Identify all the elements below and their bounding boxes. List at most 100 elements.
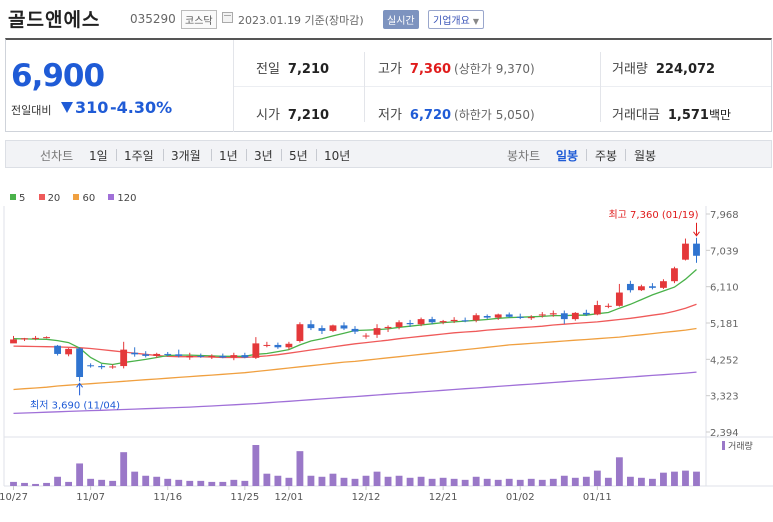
- candle-body: [120, 349, 128, 367]
- volume-bar: [373, 471, 381, 486]
- candle-monthly[interactable]: 월봉: [634, 149, 657, 163]
- stock-header: 골드앤에스 035290 코스닥 2023.01.19 기준(장마감) 실시간 …: [0, 0, 773, 38]
- candle-body: [252, 343, 260, 358]
- candle-body: [131, 352, 139, 355]
- volume-bar: [395, 475, 403, 486]
- calendar-icon: [222, 12, 233, 23]
- candle-body: [549, 313, 557, 315]
- volume-bar: [10, 481, 17, 486]
- candle-body: [274, 344, 282, 348]
- legend-ma60: 60: [73, 193, 95, 204]
- line-chart-label: 선차트: [40, 149, 74, 163]
- amount-unit: 백만: [708, 108, 732, 122]
- high-value: 7,360: [409, 62, 452, 77]
- realtime-button[interactable]: 실시간: [383, 10, 419, 29]
- high-label: 고가: [378, 62, 402, 77]
- divider: [246, 149, 247, 161]
- volume-bar: [461, 479, 469, 486]
- volume-bar: [660, 472, 667, 486]
- candle-body: [10, 339, 17, 344]
- period-3m[interactable]: 3개월: [171, 149, 201, 163]
- volume-bar: [384, 476, 392, 486]
- stock-name: 골드앤에스: [8, 9, 101, 31]
- volume-bar: [538, 479, 546, 486]
- down-triangle-icon: [61, 102, 73, 113]
- candle-body: [21, 338, 28, 340]
- chevron-down-icon: ▼: [472, 17, 479, 26]
- volume-bar: [120, 452, 128, 486]
- lower-limit: (하한가 5,050): [454, 108, 535, 122]
- low-value: 6,720: [409, 108, 452, 123]
- volume-bar: [527, 478, 535, 486]
- volume-bar: [671, 471, 678, 486]
- period-1d[interactable]: 1일: [89, 149, 108, 163]
- volume-bar: [417, 476, 425, 486]
- change-percent: -4.30%: [110, 98, 173, 117]
- volume-bar: [109, 480, 117, 486]
- volume-bar: [186, 480, 194, 486]
- candle-body: [98, 366, 106, 368]
- lower-limit-label: (하한가: [454, 108, 492, 122]
- volume-bar: [615, 457, 623, 486]
- volume-bar: [32, 483, 39, 486]
- volume-bar: [406, 477, 414, 486]
- candle-body: [197, 355, 205, 357]
- volume-bar: [649, 478, 656, 486]
- candle-body: [626, 283, 634, 291]
- prev-close-value: 7,210: [287, 62, 330, 77]
- x-tick-label: 01/02: [506, 492, 535, 503]
- current-price-box: 6,900 전일대비 310 -4.30%: [6, 40, 234, 132]
- period-10y[interactable]: 10년: [324, 149, 351, 163]
- ma60-line: [13, 327, 697, 391]
- volume-bar: [494, 479, 502, 486]
- x-tick-label: 12/01: [274, 492, 303, 503]
- candle-body: [54, 345, 61, 354]
- volume-bar: [329, 473, 337, 486]
- candle-chart-label: 봉차트: [507, 149, 541, 163]
- candle-weekly[interactable]: 주봉: [595, 149, 618, 163]
- period-5y[interactable]: 5년: [289, 149, 308, 163]
- company-overview-button[interactable]: 기업개요 ▼: [428, 10, 484, 29]
- period-3y[interactable]: 3년: [254, 149, 273, 163]
- volume-bar: [65, 481, 73, 486]
- divider: [586, 149, 587, 161]
- candle-body: [373, 328, 381, 335]
- divider: [211, 149, 212, 161]
- volume-bar: [549, 478, 557, 486]
- legend-ma60-label: 60: [82, 193, 96, 204]
- divider: [163, 149, 164, 161]
- candle-body: [671, 268, 678, 282]
- candle-body: [560, 313, 568, 320]
- volume-legend-swatch: [722, 441, 725, 450]
- volume-legend-label: 거래량: [728, 440, 753, 452]
- period-1y[interactable]: 1년: [219, 149, 238, 163]
- y-tick-label: 3,323: [710, 392, 739, 403]
- volume-bar: [505, 478, 513, 486]
- volume-bar: [340, 477, 348, 486]
- candle-body: [142, 354, 150, 356]
- volume-bar: [682, 470, 689, 486]
- y-tick-label: 4,252: [710, 355, 739, 366]
- volume: 거래량 224,072: [612, 58, 715, 77]
- candle-body: [384, 326, 392, 329]
- volume-bar: [439, 477, 447, 486]
- candle-body: [340, 325, 348, 329]
- candle-body: [428, 319, 436, 323]
- legend-swatch: [38, 194, 45, 200]
- candle-daily[interactable]: 일봉: [556, 149, 579, 163]
- x-tick-label: 01/11: [583, 492, 612, 503]
- period-1w[interactable]: 1주일: [124, 149, 154, 163]
- candle-body: [516, 316, 524, 318]
- volume-bar: [230, 479, 238, 486]
- volume-bar: [219, 481, 227, 486]
- candle-body: [406, 323, 414, 325]
- column-divider: [364, 52, 365, 122]
- candle-body: [164, 353, 172, 355]
- y-tick-label: 2,394: [710, 428, 739, 439]
- y-tick-label: 7,039: [710, 246, 739, 257]
- market-badge: 코스닥: [181, 10, 217, 29]
- candle-body: [439, 321, 447, 323]
- volume-bar: [153, 476, 161, 486]
- volume-bar: [428, 478, 436, 486]
- legend-ma5: 5: [10, 193, 25, 204]
